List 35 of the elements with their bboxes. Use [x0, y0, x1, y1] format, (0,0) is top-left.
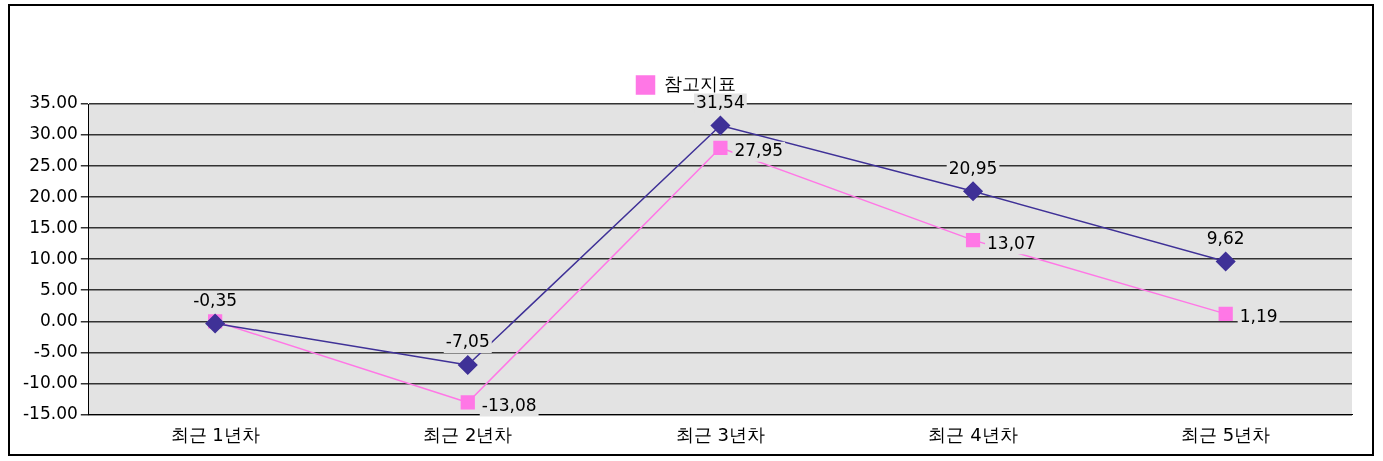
- data-label: 13,07: [987, 232, 1036, 253]
- y-tick-label: -15.00: [22, 402, 78, 423]
- x-tick-label: 최근 2년차: [423, 423, 513, 445]
- y-tick-label: 25.00: [29, 154, 78, 175]
- data-label: 31,54: [696, 91, 745, 112]
- point: [458, 355, 478, 375]
- y-tick-label: -10.00: [22, 371, 78, 392]
- legend-label: 참고지표: [663, 72, 736, 94]
- point: [710, 115, 731, 136]
- y-tick-label: 15.00: [29, 216, 78, 237]
- x-tick-label: 최근 3년차: [675, 423, 765, 445]
- point: [1218, 306, 1233, 322]
- x-tick-label: 최근 5년차: [1181, 423, 1271, 445]
- y-tick-label: 35.00: [29, 92, 78, 113]
- point: [205, 313, 225, 334]
- data-label: 27,95: [734, 140, 784, 161]
- point: [713, 140, 728, 155]
- data-label: -13,08: [481, 394, 537, 415]
- y-tick-label: 5.00: [39, 278, 78, 299]
- y-tick-label: 20.00: [29, 185, 78, 206]
- data-label: -7,05: [445, 331, 490, 352]
- data-label: -0,35: [193, 289, 238, 310]
- point: [460, 395, 475, 410]
- y-tick-label: 0.00: [39, 309, 78, 330]
- point: [963, 181, 983, 201]
- y-tick-label: 10.00: [29, 247, 78, 268]
- y-tick-label: 30.00: [29, 123, 78, 144]
- data-label: 1,19: [1239, 306, 1278, 327]
- data-label: 20,95: [948, 157, 998, 178]
- point: [965, 233, 981, 248]
- point: [1215, 251, 1236, 272]
- y-tick-label: -5.00: [33, 340, 78, 361]
- x-tick-label: 최근 4년차: [928, 423, 1018, 445]
- data-label: 9,62: [1206, 227, 1245, 248]
- x-tick-label: 최근 1년차: [170, 423, 260, 445]
